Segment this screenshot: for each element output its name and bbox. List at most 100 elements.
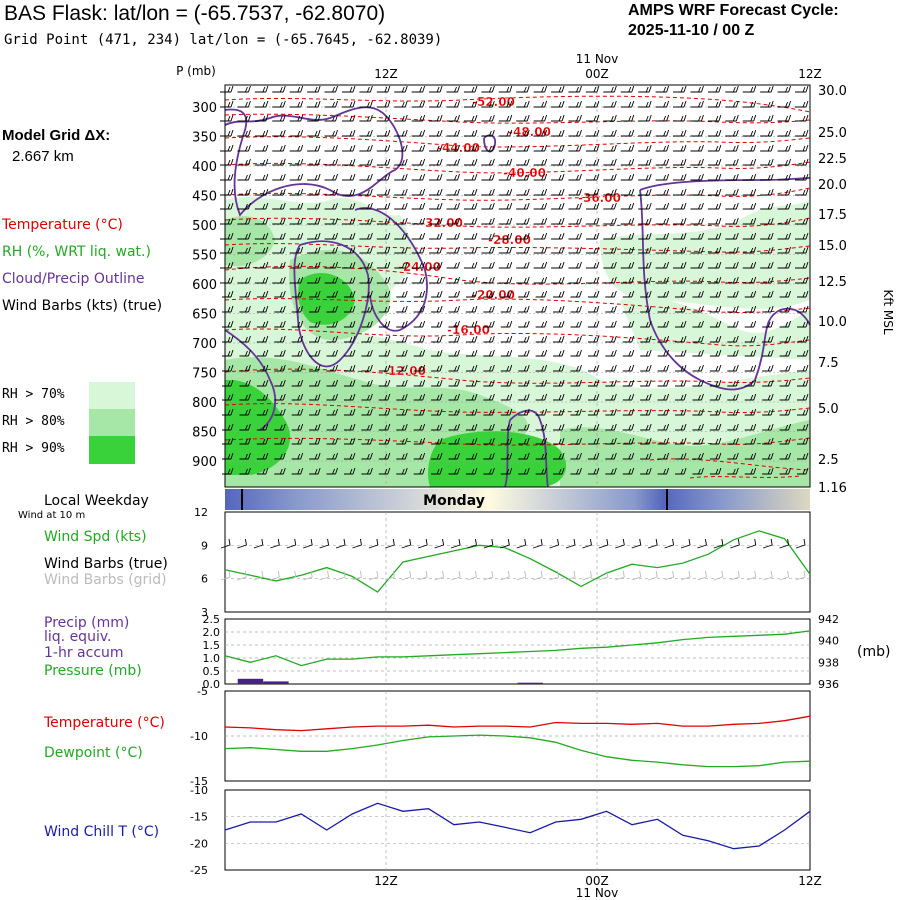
wind-barb	[483, 423, 495, 431]
wind-barb	[429, 129, 443, 137]
wind-barb	[429, 114, 443, 122]
pressure-unit-label: (mb)	[857, 644, 890, 660]
wind-barb	[274, 335, 286, 343]
cloud-precip-outline	[293, 240, 370, 368]
wind-barb	[655, 276, 670, 284]
wind-barb	[762, 437, 774, 445]
wind-barb	[256, 320, 269, 328]
wind-barb	[797, 452, 809, 460]
wind-barb	[570, 452, 582, 460]
wind-barb	[570, 467, 582, 475]
surface-wind-barb-true	[582, 538, 592, 549]
wind-barb	[483, 290, 495, 298]
wind-barb	[448, 437, 460, 445]
wind-barb	[762, 393, 774, 401]
surface-wind-barb-true	[237, 538, 247, 549]
wind-barb	[657, 467, 670, 475]
wind-barb	[551, 246, 565, 254]
model-grid-value: 2.667 km	[12, 148, 74, 165]
wind-barb	[448, 379, 460, 387]
wind-barb	[777, 173, 792, 181]
wind-barb	[690, 85, 704, 93]
wind-barb	[446, 173, 460, 181]
wind-barb	[463, 217, 478, 225]
wind-barb	[727, 290, 739, 298]
surface-wind-barb-grid	[253, 570, 264, 581]
wind-barb	[657, 393, 670, 401]
wind-barb	[289, 217, 304, 225]
wind-barb	[622, 349, 635, 357]
wind-barb	[709, 437, 722, 445]
wind-barb	[638, 129, 652, 137]
wind-barb	[498, 85, 513, 93]
wind-barb	[431, 349, 443, 357]
wind-barb	[411, 246, 426, 254]
wind-barb	[309, 393, 321, 401]
kft-tick-label: 30.0	[818, 84, 847, 99]
surface-wind-barb-grid	[631, 570, 642, 581]
wind-barb	[446, 158, 460, 166]
surface-wind-barb-grid	[516, 570, 527, 581]
wind-barb	[446, 246, 460, 254]
wind-barb	[570, 349, 582, 357]
wind-barb	[465, 349, 478, 357]
pressure-axis-label: P (mb)	[176, 64, 216, 78]
wind-barb	[779, 335, 792, 343]
wind-barb	[394, 114, 408, 122]
wind-barb	[587, 423, 600, 431]
wind-barb	[795, 144, 809, 152]
wind-barb	[291, 437, 304, 445]
wind-barb	[657, 349, 670, 357]
wind-barb	[742, 188, 757, 196]
surface-wind-barb-grid	[795, 570, 806, 581]
wind-barb	[553, 290, 565, 298]
wind-barb	[237, 217, 251, 225]
wind-barb	[533, 144, 548, 152]
surface-wind-barb-grid	[450, 570, 461, 581]
wind-barb	[638, 100, 652, 108]
wind-barb	[254, 232, 269, 240]
rh-shading-region	[225, 216, 275, 267]
wind-barb	[568, 246, 582, 254]
wind-barb	[289, 261, 304, 269]
wind-barb	[777, 158, 792, 166]
wind-barb	[289, 129, 304, 137]
kft-tick-label: 17.5	[818, 208, 847, 223]
kft-tick-label: 5.0	[818, 402, 839, 417]
wind-barb	[343, 467, 356, 475]
wind-barb	[762, 290, 774, 298]
wind-barb	[394, 246, 408, 254]
wind-barb	[237, 129, 251, 137]
cloud-precip-outline	[224, 106, 404, 217]
wind-barb	[725, 173, 739, 181]
surface-wind-barb-true	[450, 538, 461, 549]
wind-barb	[378, 408, 391, 416]
wind-barb	[640, 349, 652, 357]
wind-barb	[274, 408, 286, 416]
wind-barb	[431, 467, 443, 475]
wind-barb	[585, 232, 600, 240]
pressure-tick-label: 400	[192, 160, 217, 175]
precip-bar	[263, 681, 289, 684]
wind-barb	[709, 290, 722, 298]
wind-barb	[341, 144, 356, 152]
wind-barb	[640, 423, 652, 431]
wind-barb	[568, 173, 582, 181]
surface-wind-barb-true	[680, 538, 691, 549]
wind-barb	[446, 85, 460, 93]
wind-barb	[307, 85, 321, 93]
wind-barb	[376, 144, 391, 152]
wind-barb	[394, 173, 408, 181]
wind-barb	[446, 144, 460, 152]
wind-barb	[239, 408, 251, 416]
wind-barb	[376, 129, 391, 137]
wind-barb	[795, 114, 809, 122]
temperature-contour-label: -16.00	[447, 323, 490, 337]
wind-barb	[394, 202, 408, 210]
wind-barb	[690, 217, 704, 225]
surface-wind-barb-true	[549, 538, 560, 549]
wind-barb	[222, 290, 234, 298]
kft-tick-label: 2.5	[818, 453, 839, 468]
wind-barb	[568, 114, 582, 122]
wind-barb	[291, 290, 304, 298]
